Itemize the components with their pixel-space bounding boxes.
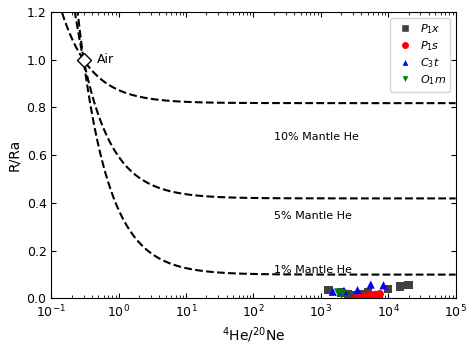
- Point: [396, 284, 404, 289]
- Y-axis label: R/Ra: R/Ra: [7, 139, 21, 171]
- Text: Air: Air: [97, 53, 114, 66]
- Text: 10% Mantle He: 10% Mantle He: [274, 132, 359, 142]
- Point: [354, 294, 361, 299]
- Point: [329, 289, 337, 295]
- Point: [372, 292, 379, 298]
- Legend: $P_1x$, $P_1s$, $C_3t$, $O_1m$: $P_1x$, $P_1s$, $C_3t$, $O_1m$: [390, 18, 450, 92]
- Text: 5% Mantle He: 5% Mantle He: [274, 211, 352, 221]
- Point: [367, 292, 374, 298]
- Point: [334, 290, 342, 295]
- Point: [380, 283, 387, 288]
- Point: [361, 293, 369, 299]
- Point: [354, 287, 361, 293]
- Point: [340, 288, 348, 294]
- Point: [349, 292, 357, 298]
- Point: [364, 290, 372, 295]
- Text: 1% Mantle He: 1% Mantle He: [274, 265, 352, 275]
- Point: [376, 291, 383, 297]
- Point: [344, 291, 352, 296]
- Point: [367, 282, 374, 287]
- Point: [356, 291, 364, 296]
- Point: [339, 290, 346, 296]
- Point: [325, 287, 332, 293]
- X-axis label: $^{4}$He/$^{20}$Ne: $^{4}$He/$^{20}$Ne: [222, 326, 285, 345]
- Point: [384, 286, 392, 292]
- Point: [337, 290, 345, 295]
- Point: [405, 283, 412, 288]
